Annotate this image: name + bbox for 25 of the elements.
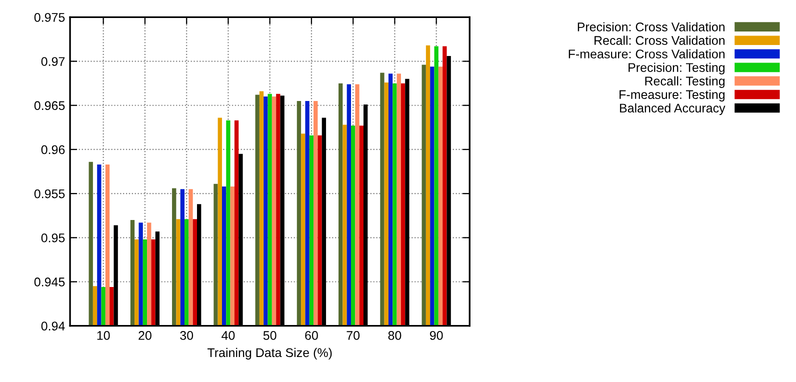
x-tick-label: 90 bbox=[430, 331, 443, 340]
y-tick-label: 0.96 bbox=[41, 145, 65, 154]
legend-label: Recall: Cross Validation bbox=[594, 36, 725, 45]
x-tick-label: 30 bbox=[180, 331, 194, 340]
legend-label: Precision: Testing bbox=[628, 62, 725, 74]
x-tick-label: 80 bbox=[388, 331, 402, 340]
y-tick-label: 0.965 bbox=[34, 101, 65, 110]
x-tick-label: 50 bbox=[263, 331, 276, 340]
x-tick-label: 20 bbox=[138, 331, 152, 340]
x-tick-label: 40 bbox=[222, 331, 235, 340]
legend-label: Recall: Testing bbox=[645, 76, 725, 88]
x-tick-label: 70 bbox=[346, 331, 360, 340]
y-tick-label: 0.94 bbox=[41, 322, 65, 330]
legend-label: Precision: Cross Validation bbox=[578, 22, 725, 32]
y-tick-label: 0.95 bbox=[41, 233, 65, 242]
x-tick-label: 60 bbox=[305, 331, 318, 340]
legend-label: F-measure: Cross Validation bbox=[568, 49, 725, 58]
legend-label: Balanced Accuracy bbox=[620, 103, 726, 116]
y-tick-label: 0.955 bbox=[34, 189, 65, 198]
legend-label: F-measure: Testing bbox=[620, 90, 725, 102]
y-tick-label: 0.975 bbox=[34, 12, 65, 22]
y-tick-label: 0.945 bbox=[34, 278, 65, 286]
x-tick-label: 10 bbox=[97, 331, 110, 340]
x-axis-title: Training Data Size (%) bbox=[207, 348, 332, 360]
y-tick-label: 0.97 bbox=[41, 57, 65, 66]
